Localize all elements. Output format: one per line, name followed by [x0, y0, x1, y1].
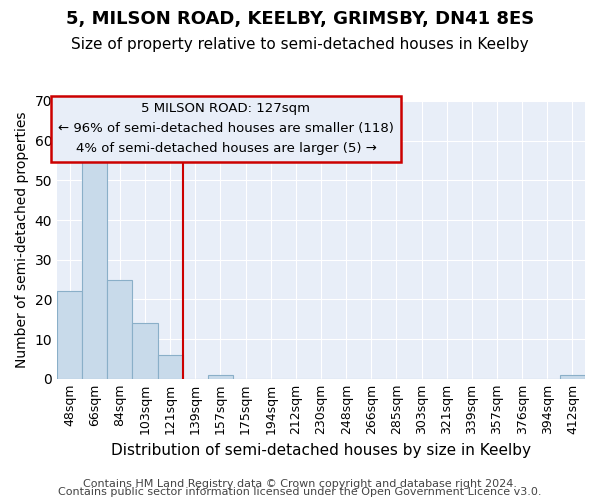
X-axis label: Distribution of semi-detached houses by size in Keelby: Distribution of semi-detached houses by … — [111, 442, 531, 458]
Bar — [208, 375, 233, 379]
Bar — [560, 375, 585, 379]
Bar — [158, 355, 183, 379]
Text: 5 MILSON ROAD: 127sqm
← 96% of semi-detached houses are smaller (118)
4% of semi: 5 MILSON ROAD: 127sqm ← 96% of semi-deta… — [58, 102, 394, 156]
Bar — [57, 292, 82, 379]
Bar — [107, 280, 133, 379]
Text: Contains HM Land Registry data © Crown copyright and database right 2024.: Contains HM Land Registry data © Crown c… — [83, 479, 517, 489]
Bar — [82, 160, 107, 379]
Text: Contains public sector information licensed under the Open Government Licence v3: Contains public sector information licen… — [58, 487, 542, 497]
Text: Size of property relative to semi-detached houses in Keelby: Size of property relative to semi-detach… — [71, 38, 529, 52]
Y-axis label: Number of semi-detached properties: Number of semi-detached properties — [15, 112, 29, 368]
Text: 5, MILSON ROAD, KEELBY, GRIMSBY, DN41 8ES: 5, MILSON ROAD, KEELBY, GRIMSBY, DN41 8E… — [66, 10, 534, 28]
Bar — [133, 323, 158, 379]
